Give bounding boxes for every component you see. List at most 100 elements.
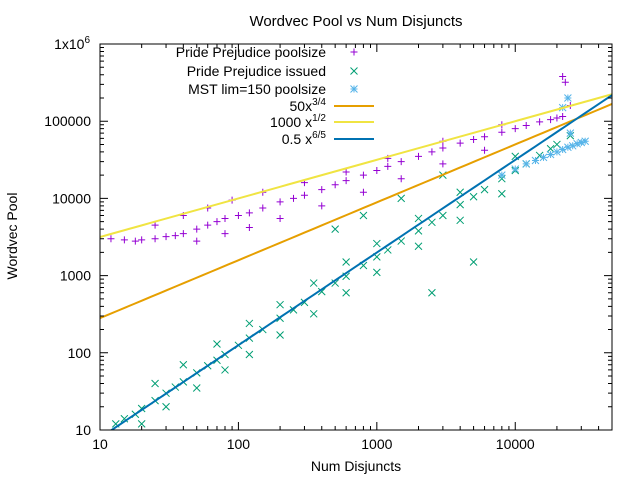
- data-point: [342, 177, 350, 185]
- data-point: [469, 258, 478, 266]
- data-point: [342, 258, 350, 266]
- data-point: [546, 144, 555, 153]
- data-point: [309, 279, 318, 287]
- data-point: [359, 171, 367, 179]
- x-tick-label: 100: [227, 436, 251, 452]
- data-point: [547, 116, 555, 124]
- data-point: [497, 174, 506, 183]
- data-point: [342, 168, 350, 176]
- data-point: [331, 181, 339, 189]
- data-point: [456, 216, 465, 225]
- data-point: [428, 288, 436, 297]
- data-point: [414, 226, 423, 235]
- data-point: [577, 138, 586, 147]
- data-point: [107, 235, 115, 243]
- data-point: [193, 237, 201, 245]
- data-point: [414, 242, 423, 251]
- data-point: [331, 225, 340, 233]
- data-point: [120, 236, 128, 244]
- data-point: [553, 114, 561, 122]
- data-point: [566, 129, 575, 138]
- data-point: [317, 287, 326, 296]
- data-point: [456, 200, 465, 209]
- data-point: [497, 189, 506, 198]
- data-point: [318, 186, 326, 194]
- data-point: [179, 360, 188, 369]
- legend-label: 50x3/4: [290, 97, 327, 114]
- legend-marker: [350, 85, 358, 93]
- data-point: [553, 148, 561, 156]
- plot-frame: [99, 43, 613, 431]
- data-point: [276, 331, 284, 339]
- data-point: [428, 148, 436, 156]
- data-point: [581, 137, 590, 146]
- data-point: [276, 300, 284, 309]
- data-point: [318, 202, 326, 210]
- data-point: [289, 194, 297, 202]
- y-axis-title: Wordvec Pool: [4, 193, 20, 280]
- data-point: [414, 214, 423, 223]
- y-tick-label: 1x106: [54, 35, 90, 52]
- data-point: [470, 135, 478, 143]
- data-point: [536, 118, 544, 126]
- data-point: [359, 188, 367, 196]
- legend-marker: [350, 67, 358, 75]
- legend-entry: Pride Prejudice poolsize: [176, 44, 358, 60]
- data-point: [415, 152, 423, 160]
- data-point: [245, 223, 253, 231]
- data-point: [213, 340, 221, 348]
- legend-label: 1000 x1/2: [270, 113, 326, 130]
- data-point: [245, 350, 254, 359]
- data-point: [204, 221, 212, 229]
- data-point: [192, 384, 201, 392]
- fit-line-1: [100, 103, 612, 320]
- data-point: [138, 236, 146, 244]
- data-point: [480, 185, 489, 194]
- data-point: [221, 366, 229, 374]
- x-axis-title: Num Disjuncts: [311, 458, 401, 474]
- data-point: [193, 225, 201, 233]
- data-point: [131, 237, 139, 245]
- data-point: [373, 166, 381, 174]
- data-point: [213, 218, 221, 226]
- data-point: [397, 158, 405, 166]
- data-point: [331, 279, 340, 287]
- data-point: [397, 175, 405, 183]
- legend-entry: MST lim=150 poolsize: [188, 81, 358, 97]
- plot-area: [100, 72, 612, 430]
- data-point: [531, 156, 540, 165]
- data-point: [481, 133, 489, 141]
- data-point: [568, 141, 577, 150]
- data-point: [342, 288, 350, 297]
- data-point: [151, 221, 159, 229]
- data-point: [546, 150, 555, 159]
- data-point: [151, 379, 159, 388]
- y-tick-label: 100000: [44, 113, 91, 129]
- legend-label: MST lim=150 poolsize: [188, 81, 326, 97]
- data-point: [522, 160, 531, 168]
- data-point: [559, 72, 567, 80]
- fit-line-3: [109, 94, 612, 430]
- x-tick-label: 10: [92, 436, 108, 452]
- data-point: [539, 153, 548, 162]
- legend-marker: [350, 48, 358, 56]
- x-tick-label: 1000: [361, 436, 392, 452]
- data-point: [439, 144, 447, 152]
- data-point: [245, 209, 253, 217]
- data-point: [276, 198, 284, 206]
- data-point: [439, 211, 447, 220]
- data-point: [300, 191, 308, 199]
- data-point: [561, 78, 569, 86]
- legend-entry: Pride Prejudice issued: [187, 63, 358, 79]
- legend-entry: 1000 x1/2: [270, 113, 374, 130]
- data-point: [234, 212, 242, 220]
- y-tick-label: 10: [75, 422, 91, 438]
- axis-ticks: 10 100 1000 10000 10 100 1000 10000 100000 1x106: [44, 35, 613, 452]
- data-point: [162, 233, 170, 241]
- y-tick-label: 10000: [52, 190, 91, 206]
- legend-label: Pride Prejudice poolsize: [176, 44, 326, 60]
- data-point: [511, 165, 520, 173]
- data-point: [439, 160, 447, 168]
- data-point: [162, 402, 170, 411]
